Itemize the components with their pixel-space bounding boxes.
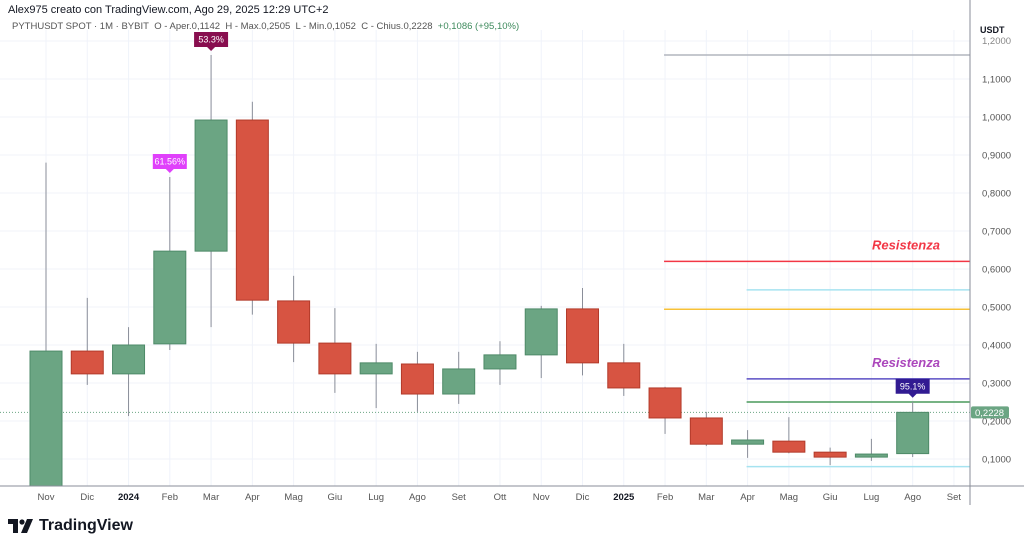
- candle-down: [648, 387, 682, 419]
- time-label: Lug: [368, 492, 384, 503]
- candle-up: [442, 368, 476, 395]
- annotations: 61.56% 53.3% 95.1%: [152, 32, 930, 398]
- time-label: Set: [452, 492, 467, 503]
- price-axis[interactable]: 0,1000 0,2000 0,3000 0,4000 0,5000 0,6000 0,70…: [971, 36, 1011, 466]
- candle-down: [607, 362, 641, 389]
- candle-down: [318, 342, 352, 375]
- time-label: Ago: [904, 492, 921, 503]
- candle-down: [277, 300, 311, 344]
- time-label: Ott: [494, 492, 507, 503]
- price-tick-label: 0,1000: [982, 455, 1011, 466]
- open-value: O - Aper.0,1142: [154, 21, 221, 32]
- percent-badge-label: 95.1%: [900, 381, 926, 391]
- tradingview-logo[interactable]: TradingView: [8, 517, 133, 535]
- low-value: L - Min.0,1052: [295, 21, 356, 32]
- candle-up: [194, 119, 228, 252]
- current-price-badge: [971, 406, 1009, 419]
- candles: [29, 55, 930, 487]
- change-value: +0,1086 (+95,10%): [437, 21, 520, 32]
- time-label: Apr: [740, 492, 755, 503]
- time-label: Giu: [327, 492, 342, 503]
- candle-down: [689, 417, 723, 445]
- candle-down: [813, 451, 847, 458]
- candle-up: [896, 411, 930, 455]
- candle-up: [153, 250, 187, 345]
- candle-down: [70, 350, 104, 375]
- time-label: Ago: [409, 492, 426, 503]
- time-label: Mar: [203, 492, 219, 503]
- price-tick-label: 0,4000: [982, 341, 1011, 352]
- candle-down: [400, 363, 434, 395]
- time-label: Set: [947, 492, 962, 503]
- percent-badge: [895, 378, 930, 398]
- time-label: Nov: [38, 492, 55, 503]
- percent-badge-label: 61.56%: [155, 157, 186, 167]
- high-value: H - Max.0,2505: [225, 21, 291, 32]
- percent-badge: [194, 32, 229, 52]
- price-tick-label: 1,2000: [982, 36, 1011, 47]
- price-tick-label: 0,8000: [982, 189, 1011, 200]
- time-label: Feb: [657, 492, 673, 503]
- time-label: Dic: [576, 492, 590, 503]
- candle-up: [524, 308, 558, 356]
- symbol-label[interactable]: PYTHUSDT SPOT · 1M · BYBIT: [12, 21, 149, 32]
- price-tick-label: 0,3000: [982, 379, 1011, 390]
- candle-down: [235, 119, 269, 301]
- price-tick-label: 0,2000: [982, 417, 1011, 428]
- candle-up: [359, 362, 393, 375]
- time-label: 2025: [613, 492, 635, 503]
- time-label: Lug: [863, 492, 879, 503]
- time-label: Nov: [533, 492, 550, 503]
- author-line: Alex975 creato con TradingView.com, Ago …: [8, 4, 329, 16]
- candle-up: [29, 350, 63, 487]
- currency-label: USDT: [980, 25, 1005, 35]
- ohlc-legend: PYTHUSDT SPOT · 1M · BYBIT O - Aper.0,11…: [12, 21, 519, 32]
- grid: [0, 30, 970, 486]
- current-price-label: 0,2228: [975, 408, 1004, 419]
- time-axis[interactable]: Nov Dic 2024 Feb Mar Apr Mag Giu Lug Ago Set Ott Nov…: [38, 492, 962, 503]
- candle-down: [772, 440, 806, 453]
- time-label: 2024: [118, 492, 140, 503]
- time-label: Mag: [284, 492, 302, 503]
- price-tick-label: 0,5000: [982, 303, 1011, 314]
- percent-badge-label: 53.3%: [198, 35, 224, 45]
- tradingview-logo-icon: [8, 519, 33, 533]
- price-tick-label: 1,0000: [982, 113, 1011, 124]
- time-label: Mag: [780, 492, 798, 503]
- logo-text: TradingView: [39, 517, 133, 534]
- time-label: Dic: [80, 492, 94, 503]
- price-tick-label: 1,1000: [982, 75, 1011, 86]
- price-tick-label: 0,6000: [982, 265, 1011, 276]
- time-label: Feb: [162, 492, 178, 503]
- time-label: Giu: [823, 492, 838, 503]
- horizontal-levels[interactable]: Resistenza Resistenza: [0, 54, 970, 468]
- candle-down: [566, 308, 600, 364]
- time-label: Apr: [245, 492, 260, 503]
- time-label: Mar: [698, 492, 714, 503]
- candle-up: [854, 453, 888, 458]
- price-tick-label: 0,9000: [982, 151, 1011, 162]
- percent-badge: [152, 154, 187, 174]
- price-tick-label: 0,7000: [982, 227, 1011, 238]
- resistance-label: Resistenza: [872, 355, 940, 370]
- candle-up: [731, 439, 765, 445]
- close-value: C - Chius.0,2228: [361, 21, 433, 32]
- candle-up: [483, 354, 517, 370]
- resistance-label: Resistenza: [872, 237, 940, 252]
- candle-up: [112, 344, 146, 375]
